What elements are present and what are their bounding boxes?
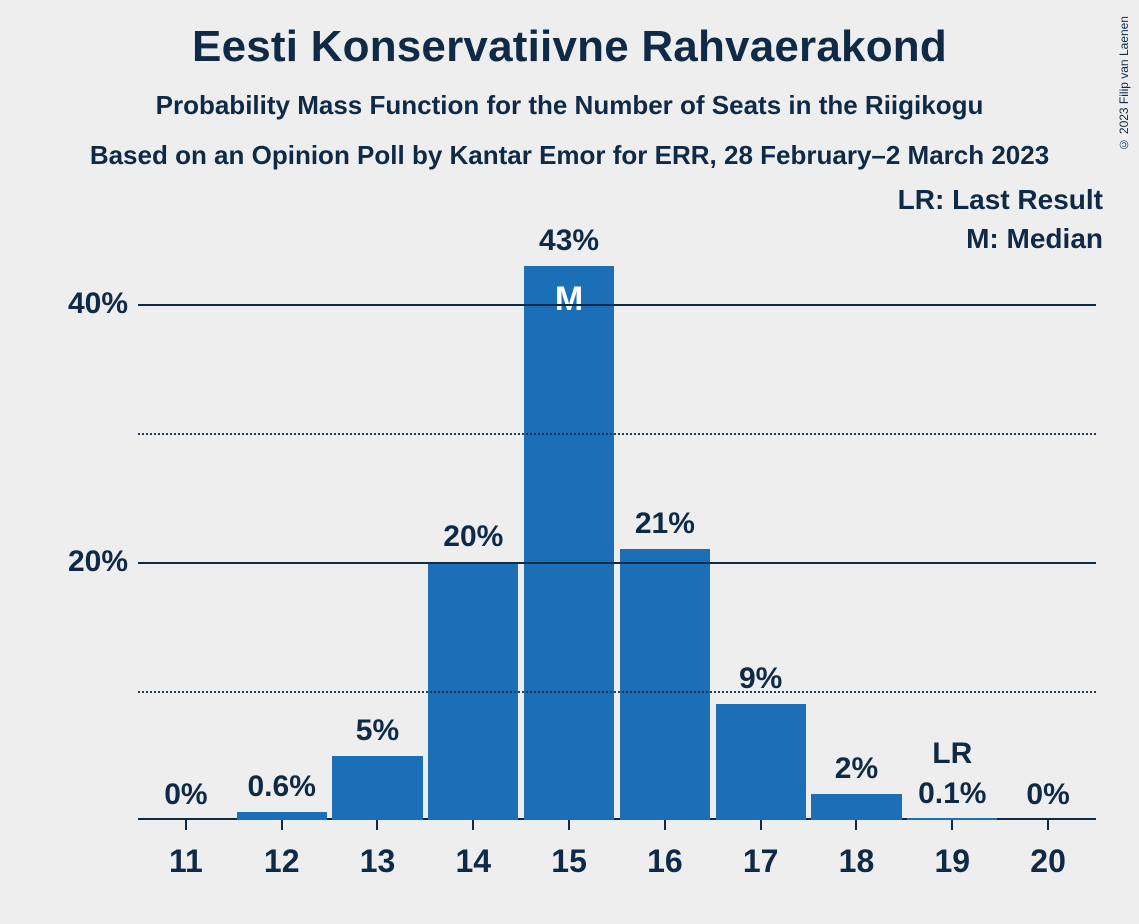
bar [716, 704, 806, 820]
gridline-major [138, 304, 1096, 306]
bar [620, 549, 710, 820]
bar-slot: 20%14 [425, 240, 521, 820]
x-tick-mark [664, 820, 666, 830]
x-tick-label: 17 [743, 843, 779, 880]
bar [237, 812, 327, 820]
bar-slot: 5%13 [330, 240, 426, 820]
bar-value-label: 0% [164, 778, 207, 812]
bar-value-label: 43% [539, 224, 599, 258]
chart-stage: Eesti Konservatiivne Rahvaerakond Probab… [0, 0, 1139, 924]
bar: M [524, 266, 614, 820]
bar-slot: 9%17 [713, 240, 809, 820]
bar [332, 756, 422, 820]
legend-lr: LR: Last Result [898, 180, 1103, 219]
bar-value-label: 21% [635, 507, 695, 541]
bar-value-label: 0.6% [247, 770, 315, 804]
x-tick-mark [281, 820, 283, 830]
bar-value-label: 0.1% [918, 777, 986, 811]
x-tick-mark [568, 820, 570, 830]
chart-subtitle: Probability Mass Function for the Number… [0, 90, 1139, 121]
median-marker: M [555, 280, 583, 319]
bar [811, 794, 901, 820]
bar-slot: 0%20 [1000, 240, 1096, 820]
y-tick-label: 20% [48, 545, 128, 579]
gridline-minor [138, 691, 1096, 693]
x-tick-label: 14 [455, 843, 491, 880]
y-tick-label: 40% [48, 287, 128, 321]
x-tick-label: 16 [647, 843, 683, 880]
chart-subtitle-2: Based on an Opinion Poll by Kantar Emor … [0, 140, 1139, 171]
x-tick-label: 19 [934, 843, 970, 880]
x-tick-mark [376, 820, 378, 830]
x-tick-mark [855, 820, 857, 830]
last-result-label: LR [932, 737, 972, 771]
x-tick-mark [185, 820, 187, 830]
bar-value-label: 5% [356, 714, 399, 748]
bars-container: 0%110.6%125%1320%14M43%1521%169%172%18 0.… [138, 240, 1096, 820]
bar-value-label: 0% [1026, 778, 1069, 812]
bar-slot: 0%11 [138, 240, 234, 820]
gridline-major [138, 562, 1096, 564]
plot-area: 0%110.6%125%1320%14M43%1521%169%172%18 0.… [138, 240, 1096, 820]
copyright-text: © 2023 Filip van Laenen [1117, 16, 1131, 151]
bar-slot: 21%16 [617, 240, 713, 820]
bar-slot: 0.6%12 [234, 240, 330, 820]
bar-slot: 2%18 [809, 240, 905, 820]
bar-value-label: 20% [443, 520, 503, 554]
x-tick-label: 18 [839, 843, 875, 880]
bar-value-label: 2% [835, 752, 878, 786]
x-tick-mark [760, 820, 762, 830]
x-tick-mark [1047, 820, 1049, 830]
chart-title: Eesti Konservatiivne Rahvaerakond [0, 22, 1139, 72]
x-tick-mark [951, 820, 953, 830]
bar-slot: 0.1%LR19 [904, 240, 1000, 820]
x-tick-label: 12 [264, 843, 300, 880]
x-tick-label: 11 [169, 843, 203, 880]
x-tick-label: 20 [1030, 843, 1066, 880]
x-tick-label: 13 [360, 843, 396, 880]
bar-slot: M43%15 [521, 240, 617, 820]
x-tick-mark [472, 820, 474, 830]
gridline-minor [138, 433, 1096, 435]
x-tick-label: 15 [551, 843, 587, 880]
